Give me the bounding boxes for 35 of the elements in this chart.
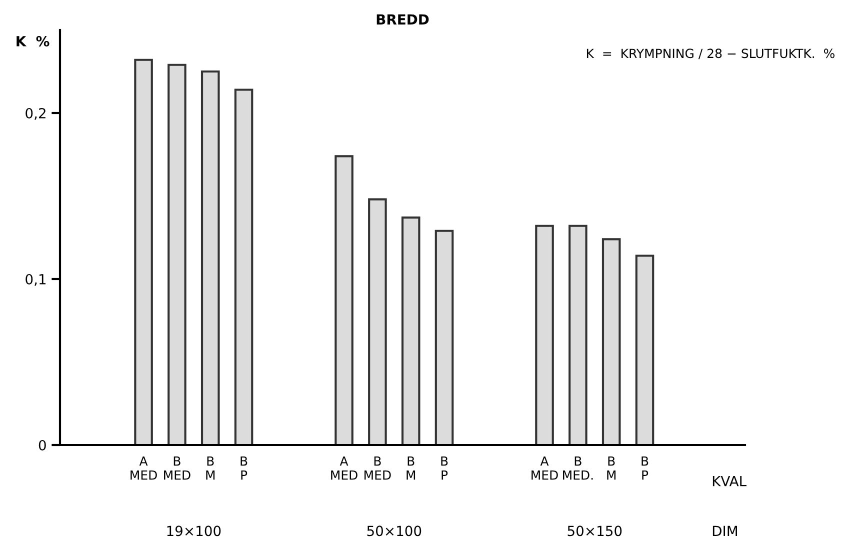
annotation: K = KRYMPNING / 28 − SLUTFUKTK. % — [586, 48, 834, 60]
x-tick-label: B P — [441, 456, 448, 480]
bar — [535, 224, 554, 445]
x-tick-label: B M — [206, 456, 215, 480]
bar — [134, 58, 153, 445]
x-tick-label: B MED — [164, 456, 190, 480]
y-tick-label: 0 — [38, 440, 46, 450]
x-tick-label: A MED — [130, 456, 157, 480]
bar — [200, 70, 220, 445]
x-tick-label: B M — [607, 456, 616, 480]
x-tick-label: B M — [406, 456, 416, 480]
text: 50×150 — [568, 526, 622, 536]
x-tick-label: B MED. — [563, 456, 593, 480]
bar — [635, 254, 654, 445]
bar — [368, 198, 387, 445]
text: KVAL — [712, 476, 746, 486]
text: 19×100 — [167, 526, 221, 536]
y-axis-title: K % — [16, 36, 50, 46]
x-tick-label: A MED — [532, 456, 558, 480]
text: 50×100 — [367, 526, 422, 536]
bar — [234, 88, 254, 445]
y-tick-label: 0,1 — [26, 274, 46, 286]
x-tick-label: B P — [240, 456, 248, 480]
bar — [168, 64, 186, 445]
bar — [434, 230, 454, 445]
text: DIM — [712, 526, 738, 536]
y-tick-label: 0,2 — [26, 108, 46, 120]
bar — [602, 238, 621, 445]
x-tick-label: A MED — [331, 456, 358, 480]
bar — [334, 155, 354, 445]
bar — [568, 224, 588, 445]
x-tick-label: B P — [642, 456, 648, 480]
x-tick-label: B MED — [364, 456, 391, 480]
chart-title: BREDD — [376, 14, 429, 24]
bar — [401, 216, 420, 445]
